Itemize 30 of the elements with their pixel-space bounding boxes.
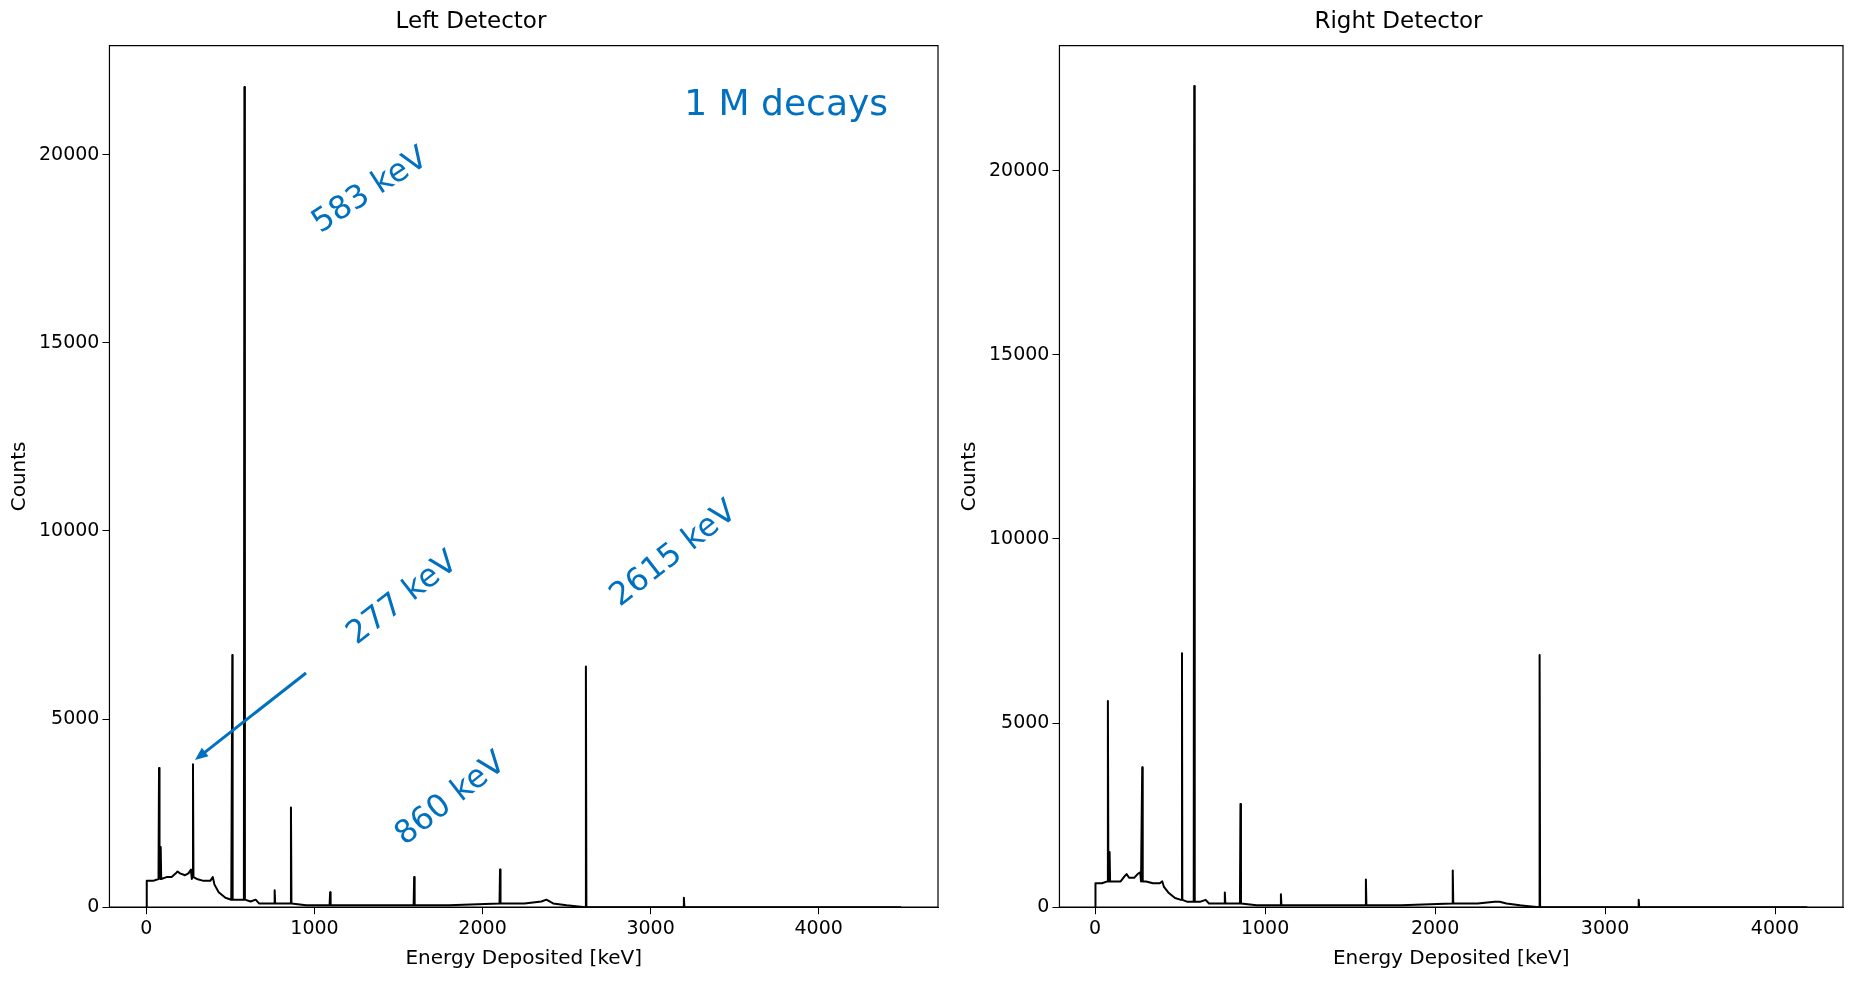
x-axis-title: Energy Deposited [keV] bbox=[1332, 945, 1570, 970]
x-tick-label: 4000 bbox=[1750, 915, 1800, 938]
y-axis-title: Counts bbox=[956, 441, 981, 512]
x-tick-label: 2000 bbox=[1410, 915, 1460, 938]
y-tick-label: 0 bbox=[1037, 894, 1050, 917]
x-tick-label: 0 bbox=[1089, 915, 1102, 938]
y-axis-title: Counts bbox=[6, 441, 31, 512]
y-tick-label: 5000 bbox=[1001, 710, 1050, 733]
y-tick-label: 20000 bbox=[988, 157, 1050, 180]
annotation: 1 M decays bbox=[684, 81, 888, 123]
x-tick-label: 3000 bbox=[626, 915, 675, 938]
annotation: 583 keV bbox=[303, 137, 434, 241]
x-tick-label: 0 bbox=[140, 915, 153, 938]
x-tick-label: 1000 bbox=[290, 915, 339, 938]
x-tick-label: 1000 bbox=[1240, 915, 1290, 938]
annotation: 277 keV bbox=[338, 541, 465, 652]
y-tick-label: 10000 bbox=[988, 525, 1050, 548]
x-axis-title: Energy Deposited [keV] bbox=[405, 945, 643, 970]
y-tick-label: 15000 bbox=[38, 329, 100, 352]
x-tick-label: 3000 bbox=[1580, 915, 1630, 938]
chart-title: Right Detector bbox=[1314, 6, 1484, 33]
y-tick-label: 0 bbox=[87, 894, 100, 917]
y-tick-label: 20000 bbox=[38, 141, 100, 164]
y-tick-label: 10000 bbox=[38, 517, 100, 540]
annotation: 860 keV bbox=[386, 742, 513, 853]
x-tick-label: 4000 bbox=[794, 915, 843, 938]
y-tick-label: 5000 bbox=[51, 706, 100, 729]
x-tick-label: 2000 bbox=[458, 915, 507, 938]
y-tick-label: 15000 bbox=[988, 341, 1050, 364]
chart-title: Left Detector bbox=[395, 6, 547, 33]
